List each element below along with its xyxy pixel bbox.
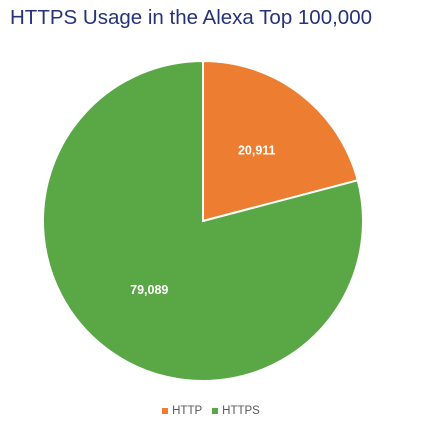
legend-item-http: HTTP (162, 405, 202, 417)
legend-swatch-https (212, 408, 219, 414)
legend-item-https: HTTPS (212, 405, 260, 417)
pie-slice-https (42, 59, 364, 382)
data-label-http: 20,911 (238, 144, 276, 158)
chart-title: HTTPS Usage in the Alexa Top 100,000 (10, 6, 373, 29)
chart-legend: HTTP HTTPS (0, 405, 422, 417)
legend-swatch-http (162, 408, 169, 414)
legend-label-http: HTTP (172, 405, 203, 417)
data-label-https: 79,089 (130, 283, 168, 297)
legend-label-https: HTTPS (222, 405, 260, 417)
pie-slice-http (202, 59, 359, 223)
